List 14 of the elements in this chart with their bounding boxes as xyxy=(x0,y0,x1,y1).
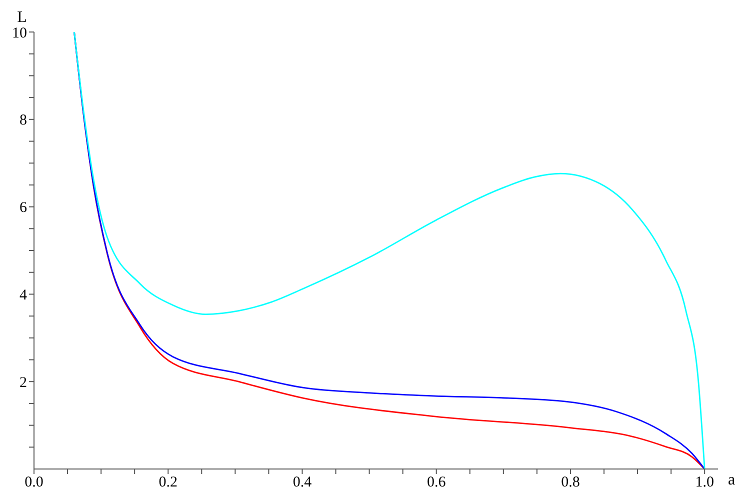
y-axis-title: L xyxy=(17,9,27,26)
x-axis-title: a xyxy=(728,472,736,489)
y-tick-label: 4 xyxy=(20,288,28,304)
x-tick-label: 1.0 xyxy=(695,474,714,491)
x-tick-label: 0.8 xyxy=(561,474,580,491)
line-series xyxy=(74,32,706,469)
x-tick-label: 0.6 xyxy=(426,474,446,491)
y-tick-label: 10 xyxy=(12,25,27,42)
x-tick-label: 0.2 xyxy=(158,474,178,491)
x-tick-label: 0.0 xyxy=(24,474,44,491)
y-tick-label: 2 xyxy=(20,374,27,391)
x-tick-label: 0.4 xyxy=(292,474,312,491)
y-tick-label: 8 xyxy=(20,112,27,129)
y-tick-label: 6 xyxy=(20,200,28,216)
